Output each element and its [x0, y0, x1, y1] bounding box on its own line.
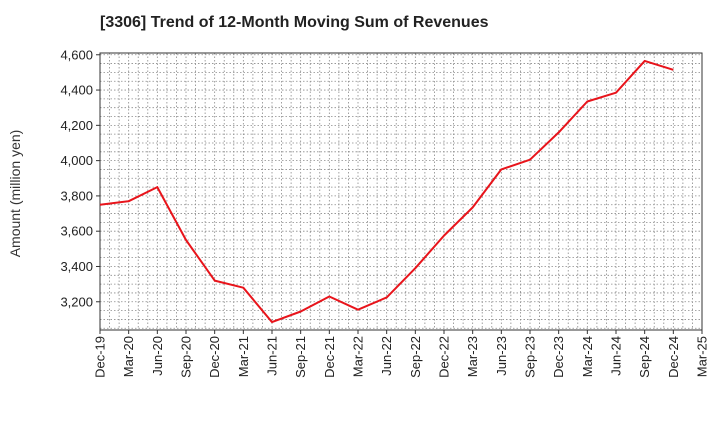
x-tick-label: Sep-20: [179, 336, 194, 378]
x-tick-label: Dec-19: [93, 336, 108, 378]
revenue-series-line: [99, 59, 674, 324]
y-tick-label: 3,600: [60, 224, 93, 239]
y-tick-label: 4,200: [60, 118, 93, 133]
x-tick-label: Dec-24: [666, 336, 681, 378]
y-axis-label: Amount (million yen): [7, 130, 23, 258]
x-tick-label: Sep-21: [293, 336, 308, 378]
x-tick-label: Jun-23: [494, 336, 509, 376]
x-tick-label: Mar-24: [580, 336, 595, 377]
x-tick-label: Dec-22: [437, 336, 452, 378]
x-tick-label: Mar-22: [351, 336, 366, 377]
x-tick-label: Sep-23: [523, 336, 538, 378]
plot-border: [99, 52, 703, 331]
y-tick-label: 3,400: [60, 259, 93, 274]
x-tick-label: Dec-23: [551, 336, 566, 378]
x-tick-label: Sep-22: [408, 336, 423, 378]
x-tick-label: Mar-23: [465, 336, 480, 377]
x-tick-label: Mar-21: [236, 336, 251, 377]
x-tick-label: Mar-20: [121, 336, 136, 377]
chart-title: [3306] Trend of 12-Month Moving Sum of R…: [100, 14, 489, 31]
y-tick-label: 4,400: [60, 83, 93, 98]
x-tick-label: Jun-22: [379, 336, 394, 376]
y-tick-label: 4,600: [60, 47, 93, 62]
y-tick-label: 4,000: [60, 153, 93, 168]
x-tick-label: Mar-25: [695, 336, 710, 377]
x-tick-label: Jun-20: [150, 336, 165, 376]
x-tick-label: Dec-21: [322, 336, 337, 378]
x-tick-label: Sep-24: [637, 336, 652, 378]
y-tick-label: 3,200: [60, 294, 93, 309]
x-tick-label: Jun-21: [265, 336, 280, 376]
y-tick-label: 3,800: [60, 188, 93, 203]
x-tick-label: Dec-20: [207, 336, 222, 378]
x-tick-label: Jun-24: [609, 336, 624, 376]
